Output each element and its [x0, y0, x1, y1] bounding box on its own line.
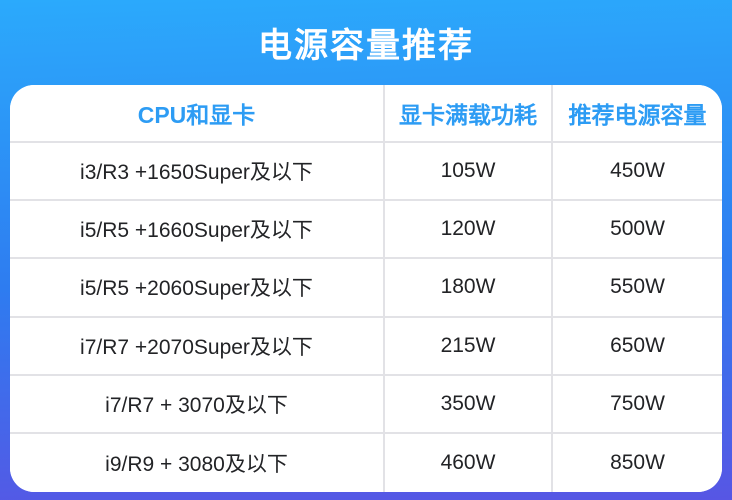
table-cell: 105W [385, 143, 553, 202]
table-cell: 215W [385, 317, 553, 376]
header-cell-cpu-gpu: CPU和显卡 [10, 85, 385, 144]
psu-recommendation-table: CPU和显卡 显卡满载功耗 推荐电源容量 i3/R3 +1650Super及以下… [10, 85, 722, 492]
table-cell: i9/R9 + 3080及以下 [10, 433, 385, 492]
table-cell: i5/R5 +2060Super及以下 [10, 259, 385, 318]
table-cell: 450W [553, 143, 722, 202]
table-cell: 850W [553, 433, 722, 492]
table-cell: 350W [385, 375, 553, 434]
table-cell: i3/R3 +1650Super及以下 [10, 143, 385, 202]
table-cell: i5/R5 +1660Super及以下 [10, 201, 385, 260]
table-cell: 460W [385, 433, 553, 492]
table-cell: 550W [553, 259, 722, 318]
table-cell: 650W [553, 317, 722, 376]
table-cell: i7/R7 +2070Super及以下 [10, 317, 385, 376]
table-cell: 750W [553, 375, 722, 434]
header-cell-recommended-psu: 推荐电源容量 [553, 85, 722, 144]
table-cell: 120W [385, 201, 553, 260]
header-cell-gpu-load-power: 显卡满载功耗 [385, 85, 553, 144]
table-cell: 500W [553, 201, 722, 260]
table-cell: 180W [385, 259, 553, 318]
table-cell: i7/R7 + 3070及以下 [10, 375, 385, 434]
title-bar: 电源容量推荐 [0, 0, 732, 85]
page-title: 电源容量推荐 [258, 27, 474, 65]
